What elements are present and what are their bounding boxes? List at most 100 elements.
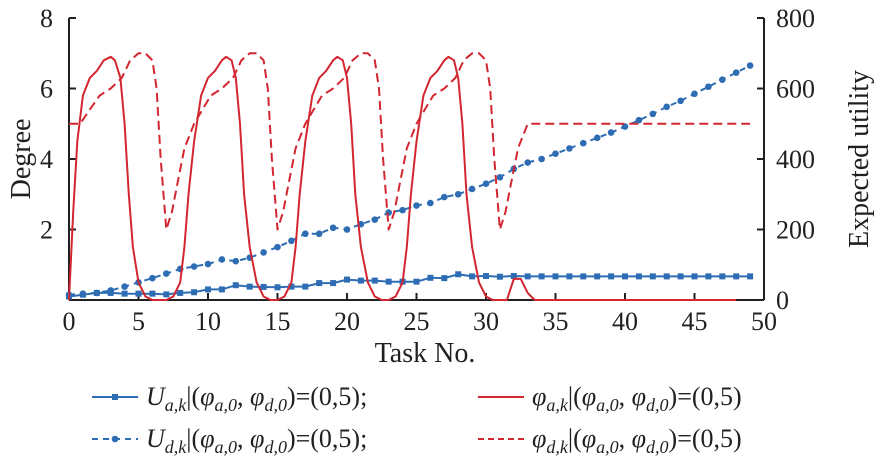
legend-text-part: , <box>237 382 250 411</box>
x-tick-label: 35 <box>543 307 569 336</box>
data-point <box>385 278 392 285</box>
data-point <box>510 273 517 280</box>
data-point <box>288 237 295 245</box>
legend-marker <box>112 394 118 400</box>
data-point <box>163 270 170 277</box>
legend-symbol: φ <box>532 424 546 453</box>
data-point <box>316 280 323 287</box>
x-tick-label: 45 <box>682 307 708 336</box>
data-point <box>343 226 351 233</box>
data-point <box>469 273 476 280</box>
legend-text-part: |( <box>186 424 200 453</box>
labels: Task No. Degree Expected utility <box>6 70 875 369</box>
data-point <box>483 273 489 280</box>
data-point <box>413 278 420 285</box>
data-point <box>580 139 587 147</box>
legend-swatch-2 <box>92 435 138 443</box>
legend-text-part: |( <box>568 424 582 453</box>
data-point <box>538 155 545 163</box>
data-point <box>121 283 128 290</box>
data-point <box>733 273 740 280</box>
data-point <box>496 174 504 181</box>
data-point <box>663 273 670 280</box>
data-point <box>594 273 601 280</box>
data-point <box>635 273 642 280</box>
data-point <box>566 273 573 280</box>
legend-text-part: , <box>237 424 250 453</box>
data-point <box>191 289 198 296</box>
data-point <box>746 62 754 69</box>
series-line-1 <box>68 64 751 296</box>
legend-subscript: a,k <box>165 395 188 415</box>
data-point <box>677 97 684 105</box>
legend-subscript: a,0 <box>215 437 238 457</box>
y-right-tick-label: 0 <box>776 286 789 315</box>
data-point <box>232 257 240 265</box>
y-left-tick-label: 4 <box>40 145 53 174</box>
x-axis-title: Task No. <box>375 338 476 369</box>
series-line-2 <box>68 55 737 301</box>
data-point <box>441 193 448 201</box>
data-point <box>107 287 114 294</box>
data-point <box>274 284 281 291</box>
legend-label-2: Ud,k|(φa,0, φd,0)=(0,5); <box>146 424 367 457</box>
data-point <box>705 83 712 91</box>
data-point <box>524 159 531 166</box>
legend-text-part: )=(0,5); <box>287 424 367 453</box>
legend-subscript: d,0 <box>646 395 669 415</box>
legend-text-part: |( <box>568 382 582 411</box>
data-point <box>218 286 225 293</box>
data-point <box>705 273 712 280</box>
data-point <box>135 290 142 297</box>
data-point <box>260 283 267 290</box>
axes: 0 5 10 15 20 25 30 35 40 45 50 2 4 6 8 0 200 400 600 800 <box>40 4 815 336</box>
legend-symbol: U <box>146 382 167 411</box>
legend-marker <box>111 435 119 443</box>
data-point <box>302 283 309 290</box>
data-point <box>205 286 211 293</box>
data-point <box>663 103 670 111</box>
data-point <box>649 110 657 118</box>
data-point <box>468 185 476 193</box>
data-point <box>691 273 698 280</box>
data-point <box>691 90 698 98</box>
data-point <box>607 129 615 136</box>
data-point <box>385 209 393 216</box>
legend-phi: φ <box>582 424 596 453</box>
legend-phi: φ <box>632 382 646 411</box>
data-point <box>455 271 462 278</box>
legend-label-0: Ua,k|(φa,0, φd,0)=(0,5); <box>146 382 367 415</box>
data-point <box>371 277 378 284</box>
x-tick-label: 30 <box>473 307 499 336</box>
data-point <box>274 243 281 251</box>
legend-subscript: a,0 <box>596 437 619 457</box>
data-point <box>121 290 128 297</box>
legend-symbol: U <box>146 424 167 453</box>
data-point <box>593 134 601 142</box>
data-point <box>580 273 587 280</box>
series-line-0 <box>68 273 751 298</box>
y-left-tick-label: 8 <box>40 4 53 33</box>
x-tick-label: 20 <box>334 307 360 336</box>
data-point <box>149 274 156 282</box>
data-point <box>732 69 740 76</box>
data-point <box>621 123 629 130</box>
data-point <box>427 199 434 207</box>
data-point <box>552 273 559 280</box>
y-right-tick-label: 600 <box>776 75 815 104</box>
legend-subscript: a,k <box>546 395 569 415</box>
data-point <box>454 190 462 198</box>
data-point <box>218 256 226 263</box>
data-point <box>260 249 267 256</box>
data-point <box>635 116 643 124</box>
data-point <box>747 273 754 280</box>
data-point <box>427 274 434 281</box>
legend-text-part: , <box>619 382 632 411</box>
data-point <box>79 290 87 297</box>
legend-text-part: |( <box>186 382 200 411</box>
legend-phi: φ <box>582 382 596 411</box>
data-point <box>482 180 490 187</box>
legend-label-3: φd,k|(φa,0, φd,0)=(0,5) <box>532 424 742 457</box>
x-tick-label: 0 <box>63 307 76 336</box>
